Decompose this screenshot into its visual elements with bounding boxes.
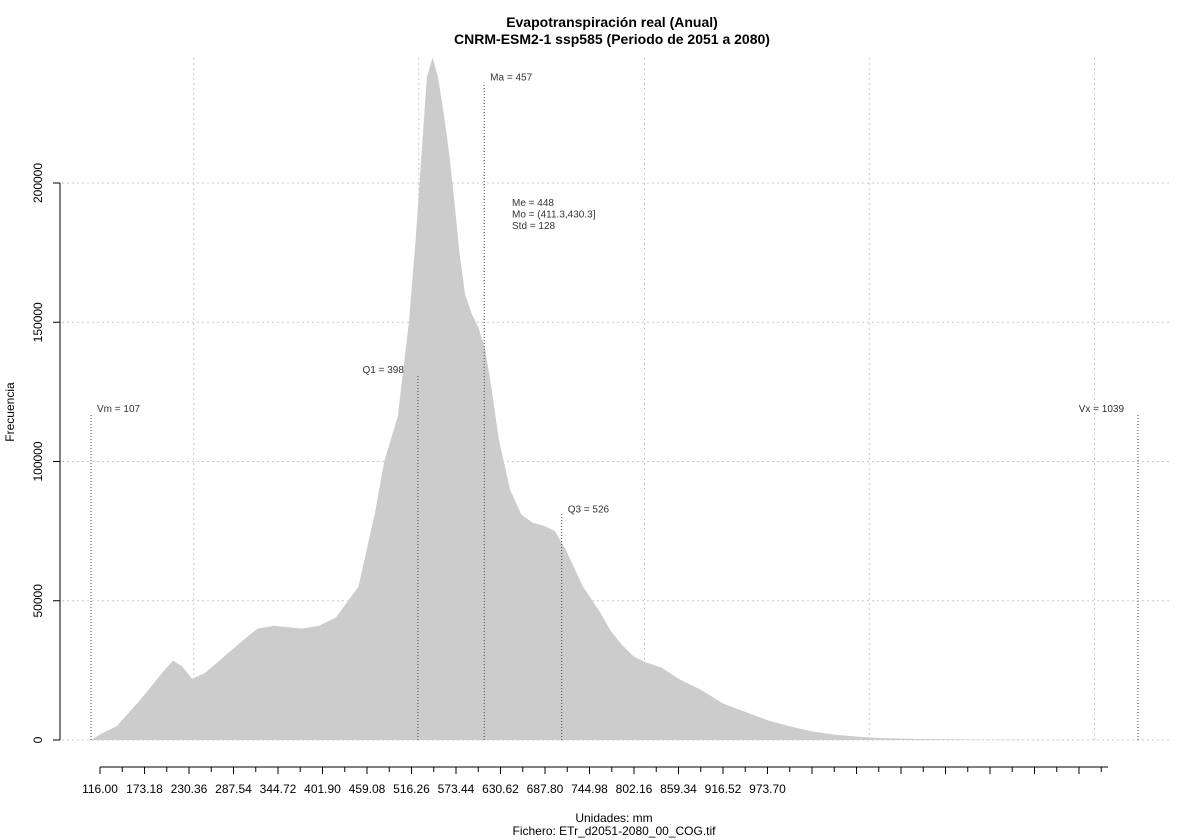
x-tick-label: 973.70: [749, 782, 786, 796]
annotation-label: Q1 = 398: [362, 365, 404, 376]
x-tick-label: 516.26: [393, 782, 430, 796]
x-tick-label: 287.54: [215, 782, 252, 796]
y-axis-label: Frecuencia: [3, 382, 17, 442]
reference-lines: [90, 82, 1139, 740]
x-tick-label: 744.98: [571, 782, 608, 796]
stats-line: Std = 128: [512, 221, 556, 232]
x-tick-label: 630.62: [482, 782, 519, 796]
annotation-label: Vm = 107: [97, 404, 141, 415]
x-tick-label: 573.44: [438, 782, 475, 796]
y-tick-label: 150000: [31, 302, 45, 342]
annotation-label: Ma = 457: [490, 73, 532, 84]
stats-line: Me = 448: [512, 198, 554, 209]
chart-subtitle: CNRM-ESM2-1 ssp585 (Periodo de 2051 a 20…: [454, 31, 770, 47]
stats-line: Mo = (411.3,430.3]: [512, 210, 596, 221]
x-tick-label: 859.34: [660, 782, 697, 796]
x-tick-label: 401.90: [304, 782, 341, 796]
x-axis: 116.00 173.18 230.36 287.54 344.72 401.90 459.…: [82, 766, 1108, 796]
x-tick-label: 916.52: [705, 782, 742, 796]
x-tick-label: 687.80: [527, 782, 564, 796]
x-tick-label: 459.08: [349, 782, 386, 796]
annotation-label: Q3 = 526: [568, 504, 610, 515]
y-tick-label: 0: [31, 736, 45, 743]
x-tick-label: 230.36: [171, 782, 208, 796]
y-tick-label: 100000: [31, 441, 45, 481]
file-name-label: Fichero: ETr_d2051-2080_00_COG.tif: [513, 824, 717, 838]
density-area: [91, 57, 1138, 740]
y-tick-label: 200000: [31, 163, 45, 203]
y-tick-label: 50000: [31, 584, 45, 618]
x-tick-label: 802.16: [616, 782, 653, 796]
x-tick-label: 173.18: [126, 782, 163, 796]
x-axis-label: Unidades: mm: [575, 811, 652, 825]
x-tick-label: 116.00: [82, 782, 118, 796]
chart-title: Evapotranspiración real (Anual): [506, 14, 718, 30]
x-tick-label: 344.72: [260, 782, 297, 796]
annotation-label: Vx = 1039: [1079, 404, 1125, 415]
y-axis: 0 50000 100000 150000 200000: [31, 163, 61, 743]
annotations: Vm = 107 Q1 = 398 Ma = 457 Q3 = 526 Vx = 103…: [97, 73, 1124, 516]
